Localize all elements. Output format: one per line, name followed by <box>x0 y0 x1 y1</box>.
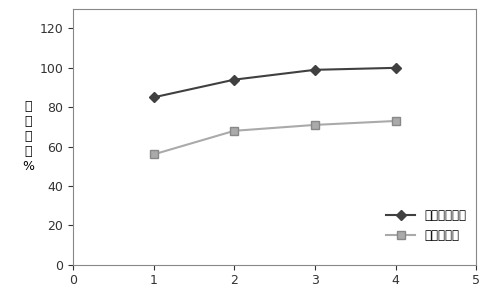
Line: 硫化物降解率: 硫化物降解率 <box>150 64 399 101</box>
硫化物降解率 <box>312 68 318 71</box>
氨氮降解率 <box>151 153 156 156</box>
Y-axis label: 降
解
效
率
%: 降 解 效 率 % <box>22 100 34 173</box>
硫化物降解率 <box>231 78 237 81</box>
氨氮降解率 <box>312 123 318 127</box>
Line: 氨氮降解率: 氨氮降解率 <box>149 117 400 158</box>
氨氮降解率 <box>393 119 399 123</box>
硫化物降解率 <box>393 66 399 70</box>
氨氮降解率 <box>231 129 237 133</box>
硫化物降解率 <box>151 96 156 99</box>
Legend: 硫化物降解率, 氨氮降解率: 硫化物降解率, 氨氮降解率 <box>382 206 470 246</box>
